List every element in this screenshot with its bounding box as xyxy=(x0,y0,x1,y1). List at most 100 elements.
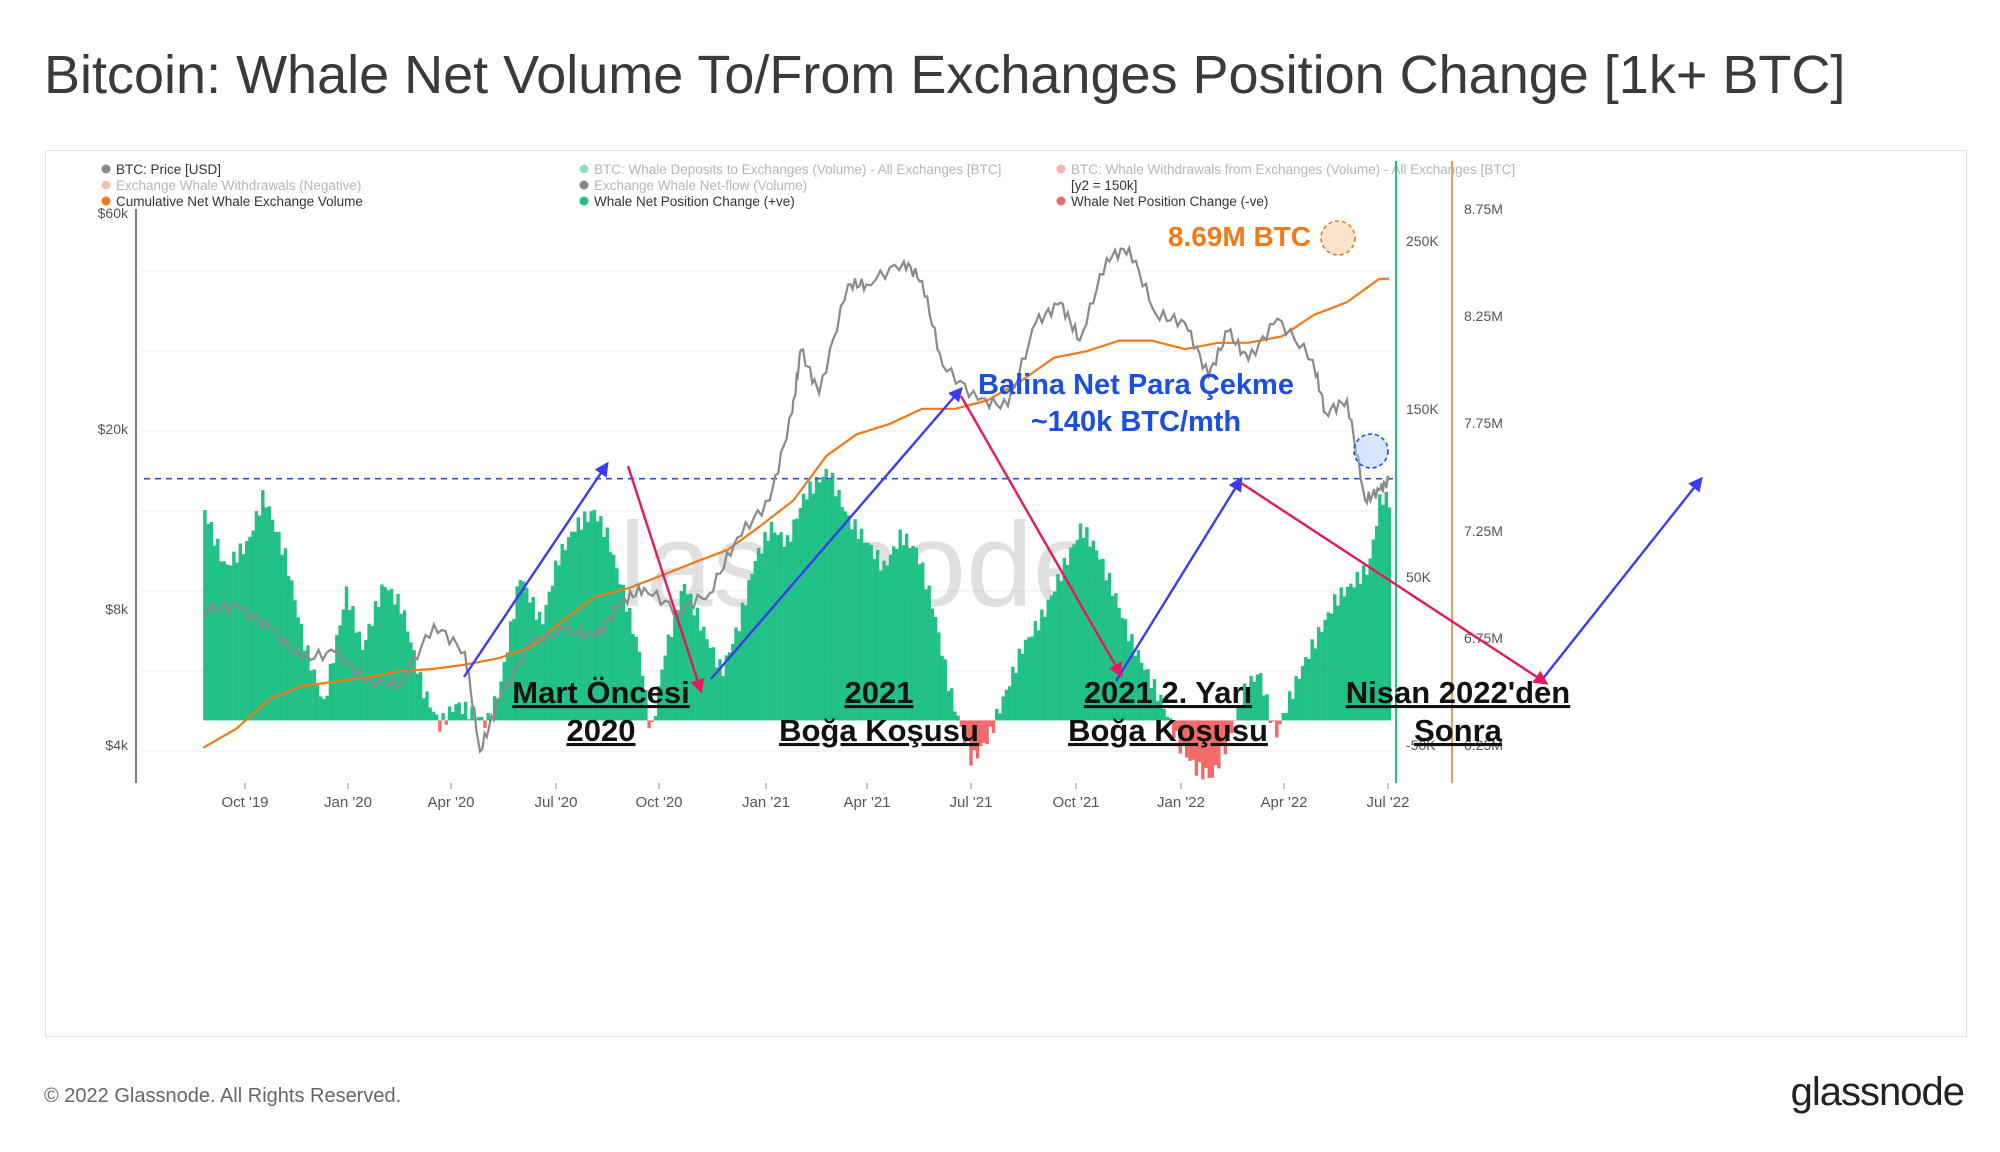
positive-bar xyxy=(245,540,249,721)
positive-bar xyxy=(708,648,712,721)
positive-bar xyxy=(1313,648,1318,721)
positive-bar xyxy=(653,715,658,721)
positive-bar xyxy=(264,507,268,721)
x-tick-label: Jul '22 xyxy=(1367,794,1410,811)
negative-bar xyxy=(1188,720,1192,761)
chart-svg: BTC: Price [USD] BTC: Whale Deposits to E… xyxy=(98,161,1703,811)
legend-marker xyxy=(579,180,589,190)
positive-bar xyxy=(1081,538,1086,721)
positive-bar xyxy=(480,716,484,721)
positive-bar xyxy=(1333,594,1337,721)
positive-bar xyxy=(1259,672,1263,721)
positive-bar xyxy=(296,617,300,721)
positive-bar xyxy=(776,534,780,721)
positive-bar xyxy=(1165,716,1170,721)
positive-bar xyxy=(1156,700,1160,721)
positive-bar xyxy=(760,553,764,721)
positive-bar xyxy=(537,611,542,721)
positive-bar xyxy=(1329,613,1334,721)
negative-bar xyxy=(1213,720,1218,766)
phase4-label-2: Sonra xyxy=(1414,713,1503,748)
positive-bar xyxy=(544,604,548,721)
legend-label: Whale Net Position Change (+ve) xyxy=(594,194,795,209)
positive-bar xyxy=(1291,698,1295,721)
positive-bar xyxy=(615,568,619,721)
positive-bar xyxy=(451,711,455,721)
positive-bar xyxy=(1036,630,1041,721)
negative-bar xyxy=(975,720,980,759)
positive-bar xyxy=(1043,616,1047,721)
positive-bar xyxy=(541,624,545,721)
positive-bar xyxy=(1355,571,1359,721)
negative-bar xyxy=(1204,720,1208,768)
positive-bar xyxy=(853,519,857,721)
phase4-label-1: Nisan 2022'den xyxy=(1346,675,1570,710)
positive-bar xyxy=(1085,527,1089,721)
positive-bar xyxy=(1297,678,1302,721)
positive-bar xyxy=(843,511,848,721)
positive-bar xyxy=(370,626,374,721)
y-right1-tick: 250K xyxy=(1406,233,1439,249)
positive-bar xyxy=(605,527,609,721)
negative-bar xyxy=(1223,720,1228,755)
positive-bar xyxy=(586,521,590,721)
positive-bar xyxy=(1020,653,1025,721)
positive-bar xyxy=(882,560,886,721)
positive-bar xyxy=(367,623,371,721)
positive-bar xyxy=(711,647,716,721)
legend-marker xyxy=(101,196,111,206)
positive-bar xyxy=(589,511,593,721)
positive-bar xyxy=(496,698,500,721)
positive-bar xyxy=(528,602,532,721)
positive-bar xyxy=(879,570,883,721)
positive-bar xyxy=(576,517,580,721)
positive-bar xyxy=(1384,491,1388,721)
positive-bar xyxy=(425,691,429,721)
positive-bar xyxy=(206,524,210,721)
positive-bar xyxy=(335,635,339,721)
x-tick-label: Oct '21 xyxy=(1052,794,1099,811)
positive-bar xyxy=(460,713,465,721)
positive-bar xyxy=(731,644,735,721)
positive-bar xyxy=(1284,713,1289,721)
page-title: Bitcoin: Whale Net Volume To/From Exchan… xyxy=(44,45,1846,105)
y-right2-tick: 6.75M xyxy=(1464,630,1503,646)
positive-bar xyxy=(470,706,474,721)
cumulative-volume-line xyxy=(202,277,1389,749)
positive-bar xyxy=(299,624,304,721)
negative-bar xyxy=(985,720,989,745)
negative-bar xyxy=(1217,720,1221,769)
positive-bar xyxy=(1033,621,1038,721)
positive-bar xyxy=(1159,694,1163,721)
positive-bar xyxy=(232,551,236,721)
positive-bar xyxy=(1294,676,1298,721)
y-left-tick: $4k xyxy=(105,737,129,753)
positive-bar xyxy=(428,707,432,721)
positive-bar xyxy=(1358,583,1363,721)
positive-bar xyxy=(705,639,709,721)
positive-bar xyxy=(319,696,323,721)
down-arrow xyxy=(959,395,1123,678)
positive-bar xyxy=(743,605,748,721)
positive-bar xyxy=(798,507,803,721)
positive-bar xyxy=(309,670,313,721)
negative-bar xyxy=(1220,720,1224,747)
positive-bar xyxy=(1310,639,1314,721)
y-right1-tick: 150K xyxy=(1406,401,1439,417)
positive-bar xyxy=(949,688,954,721)
y-left-tick: $20k xyxy=(98,421,129,437)
positive-bar xyxy=(525,587,529,721)
positive-bar xyxy=(895,548,899,721)
positive-bar xyxy=(331,663,336,721)
positive-bar xyxy=(863,542,867,721)
negative-bar xyxy=(959,720,964,727)
positive-bar xyxy=(1320,632,1324,721)
x-tick-label: Apr '22 xyxy=(1260,794,1307,811)
positive-bar xyxy=(898,529,902,721)
legend-marker xyxy=(101,180,111,190)
negative-bar xyxy=(962,720,967,744)
legend-marker xyxy=(579,196,589,206)
y-right1-tick: -50K xyxy=(1406,737,1436,753)
negative-bar xyxy=(978,720,983,747)
positive-bar xyxy=(1252,681,1256,721)
